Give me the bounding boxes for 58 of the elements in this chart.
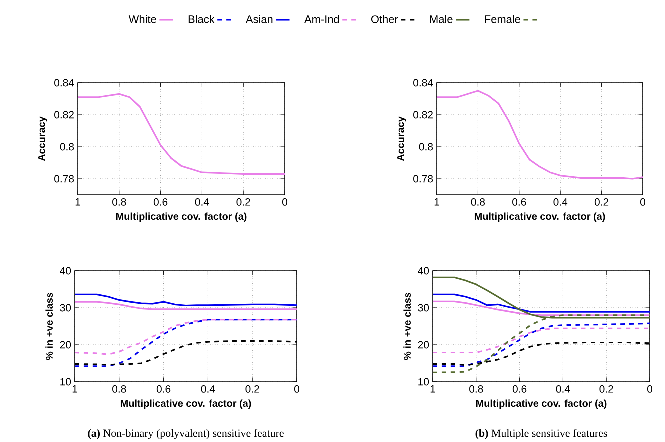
legend-label: Black — [188, 15, 215, 24]
x-tick-label: 0.6 — [512, 386, 527, 393]
x-tick-label: 0.6 — [154, 198, 168, 206]
x-tick-label: 0.4 — [195, 198, 210, 206]
x-tick-label: 1 — [72, 386, 78, 393]
y-tick-label: 30 — [418, 304, 430, 312]
x-tick-label: 0 — [640, 198, 646, 206]
legend-label: Other — [371, 15, 398, 24]
x-tick-label: 0.4 — [201, 386, 216, 393]
legend-label: Am-Ind — [304, 15, 340, 24]
x-tick-label: 0 — [294, 386, 300, 393]
y-tick-label: 20 — [60, 341, 72, 349]
x-tick-label: 0.6 — [156, 386, 171, 393]
x-tick-label: 0.2 — [600, 386, 614, 393]
x-tick-label: 1 — [76, 198, 80, 206]
x-axis-title: Multiplicative cov. factor (a) — [120, 400, 252, 410]
legend-label: Asian — [246, 15, 273, 24]
x-tick-label: 0.8 — [112, 386, 126, 393]
y-tick-label: 0.78 — [414, 175, 434, 183]
x-tick-label: 0.2 — [594, 198, 609, 206]
y-tick-label: 40 — [418, 267, 430, 275]
x-tick-label: 0.2 — [246, 386, 260, 393]
y-tick-label: 0.82 — [414, 111, 433, 119]
x-axis-title: Multiplicative cov. factor (a) — [476, 400, 607, 410]
y-tick-label: 0.82 — [54, 111, 74, 119]
x-tick-label: 0.4 — [556, 386, 570, 393]
y-tick-label: 0.8 — [419, 143, 434, 151]
y-tick-label: 10 — [60, 378, 72, 386]
line-series — [74, 294, 298, 307]
x-axis-title: Multiplicative cov. factor (a) — [474, 212, 606, 222]
y-tick-label: 0.78 — [54, 175, 74, 183]
x-tick-label: 0.8 — [470, 386, 484, 393]
y-tick-label: 40 — [60, 267, 72, 275]
x-tick-label: 0.8 — [471, 198, 486, 206]
text: (a) Non-binary (polyvalent) sensitive feature — [88, 429, 284, 440]
x-axis-title: Multiplicative cov. factor (a) — [116, 212, 247, 222]
y-axis-title: Accuracy — [38, 116, 48, 162]
x-tick-label: 0 — [282, 198, 288, 206]
text: (b) Multiple sensitive features — [476, 429, 608, 440]
x-tick-label: 0.6 — [512, 198, 526, 206]
x-tick-label: 0 — [648, 386, 652, 393]
legend-label: Male — [430, 15, 453, 24]
x-tick-label: 1 — [434, 198, 440, 206]
x-tick-label: 0.8 — [112, 198, 126, 206]
x-tick-label: 0.2 — [236, 198, 250, 206]
y-axis-title: % in +ve class — [404, 292, 412, 360]
y-tick-label: 0.8 — [60, 143, 74, 151]
x-tick-label: 1 — [430, 386, 436, 393]
y-tick-label: 0.84 — [54, 79, 74, 87]
y-axis-title: % in +ve class — [46, 292, 54, 360]
y-tick-label: 30 — [60, 304, 72, 312]
x-tick-label: 0.4 — [554, 198, 568, 206]
y-tick-label: 10 — [418, 378, 430, 386]
legend-label: White — [128, 15, 156, 24]
y-axis-title: Accuracy — [397, 116, 406, 162]
y-tick-label: 20 — [418, 341, 430, 349]
y-tick-label: 0.84 — [414, 79, 434, 87]
legend-label: Female — [485, 15, 520, 24]
